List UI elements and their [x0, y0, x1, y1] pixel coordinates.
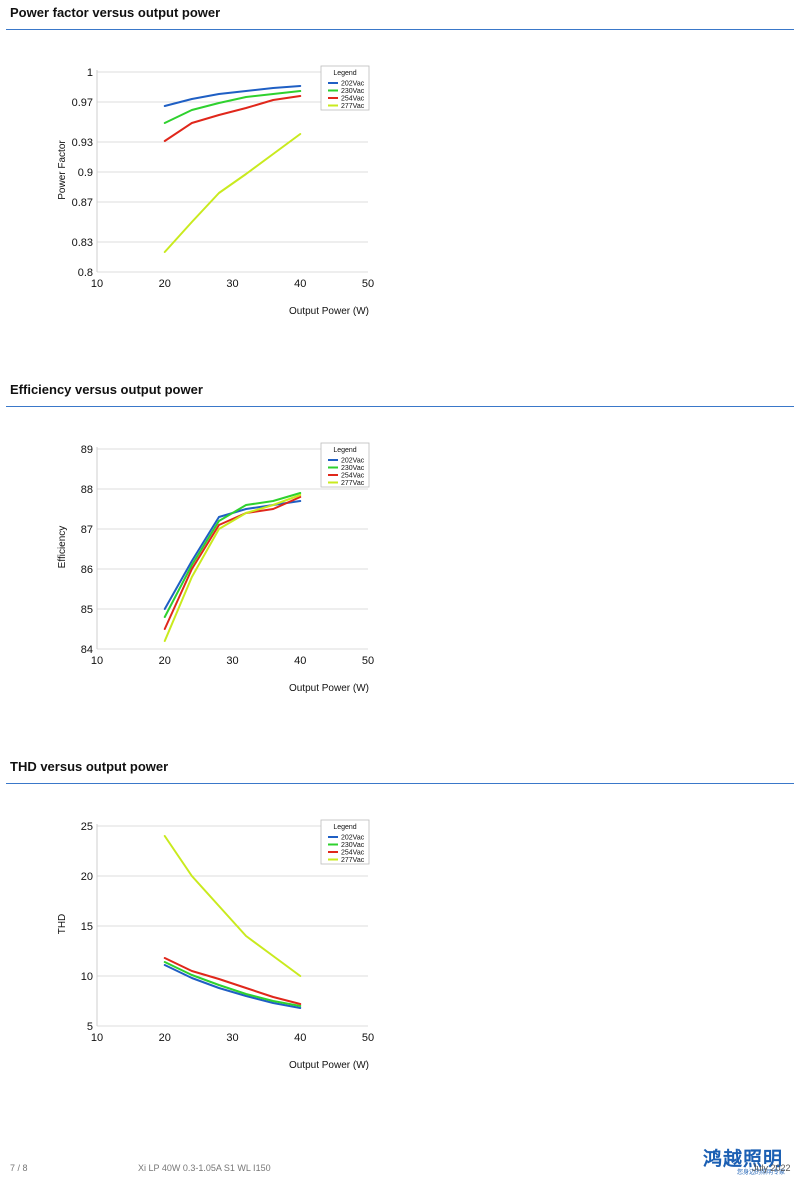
y-tick-label: 15 [81, 921, 93, 933]
series-line-202Vac [163, 85, 302, 107]
brand-logo: 鸿越照明 您身边的照明专家 [703, 1144, 797, 1176]
y-axis-title: THD [57, 914, 68, 935]
series-line-254Vac [163, 496, 302, 630]
x-tick-label: 10 [91, 655, 103, 667]
y-tick-label: 25 [81, 821, 93, 833]
y-tick-label: 1 [87, 67, 93, 79]
x-axis-title: Output Power (W) [289, 1060, 369, 1071]
x-axis-title: Output Power (W) [289, 683, 369, 694]
series-line-254Vac [163, 95, 302, 142]
y-tick-label: 20 [81, 871, 93, 883]
y-tick-label: 0.93 [72, 137, 93, 149]
footer-page-number: 7 / 8 [10, 1163, 28, 1173]
x-axis-title: Output Power (W) [289, 306, 369, 317]
y-axis-title: Efficiency [57, 526, 68, 569]
legend-title: Legend [333, 824, 356, 831]
legend-label-202Vac: 202Vac [341, 835, 365, 842]
x-tick-label: 20 [159, 278, 171, 290]
y-tick-label: 0.8 [78, 267, 93, 279]
legend-label-202Vac: 202Vac [341, 458, 365, 465]
x-tick-label: 40 [294, 1032, 306, 1044]
series-line-230Vac [163, 961, 302, 1007]
section-title-thd: THD versus output power [10, 759, 169, 774]
x-tick-label: 30 [226, 1032, 238, 1044]
x-tick-label: 30 [226, 278, 238, 290]
legend-box [320, 65, 370, 111]
section-title-efficiency: Efficiency versus output power [10, 382, 203, 397]
series-line-254Vac [163, 957, 302, 1005]
legend-box [320, 819, 370, 865]
legend-label-277Vac: 277Vac [341, 857, 365, 864]
y-tick-label: 86 [81, 564, 93, 576]
legend-label-277Vac: 277Vac [341, 480, 365, 487]
legend-label-277Vac: 277Vac [341, 103, 365, 110]
y-tick-label: 0.83 [72, 237, 93, 249]
y-tick-label: 5 [87, 1021, 93, 1033]
x-tick-label: 50 [362, 1032, 374, 1044]
section-divider [6, 783, 794, 784]
legend-label-230Vac: 230Vac [341, 88, 365, 95]
x-tick-label: 10 [91, 1032, 103, 1044]
y-tick-label: 88 [81, 484, 93, 496]
logo-main-text: 鸿越照明 [703, 1148, 784, 1170]
y-tick-label: 0.9 [78, 167, 93, 179]
efficiency-chart: 84 85 86 87 88 89 10 20 30 40 50 Efficiency Output P… [57, 442, 374, 694]
legend-label-254Vac: 254Vac [341, 473, 365, 480]
legend-label-202Vac: 202Vac [341, 81, 365, 88]
legend-box [320, 442, 370, 488]
y-tick-label: 0.97 [72, 97, 93, 109]
series-line-202Vac [163, 964, 302, 1009]
x-tick-label: 50 [362, 655, 374, 667]
x-tick-label: 30 [226, 655, 238, 667]
legend-title: Legend [333, 447, 356, 454]
y-tick-label: 10 [81, 971, 93, 983]
series-line-230Vac [163, 90, 302, 124]
legend-label-230Vac: 230Vac [341, 842, 365, 849]
x-tick-label: 20 [159, 1032, 171, 1044]
footer-document-name: Xi LP 40W 0.3-1.05A S1 WL I150 [138, 1163, 271, 1173]
section-divider [6, 406, 794, 407]
x-tick-label: 20 [159, 655, 171, 667]
legend-label-254Vac: 254Vac [341, 850, 365, 857]
y-tick-label: 87 [81, 524, 93, 536]
x-tick-label: 10 [91, 278, 103, 290]
footer-date: July 2022 [752, 1163, 791, 1173]
section-divider [6, 29, 794, 30]
x-tick-label: 50 [362, 278, 374, 290]
legend-label-254Vac: 254Vac [341, 96, 365, 103]
y-axis-title: Power Factor [57, 140, 68, 200]
power-factor-chart: 0.8 0.83 0.87 0.9 0.93 0.97 1 10 20 30 40 50 Power F… [57, 65, 374, 317]
legend-title: Legend [333, 70, 356, 77]
y-tick-label: 85 [81, 604, 93, 616]
x-tick-label: 40 [294, 655, 306, 667]
section-title-power-factor: Power factor versus output power [10, 5, 221, 20]
series-line-277Vac [163, 494, 302, 642]
series-line-277Vac [163, 835, 302, 977]
x-tick-label: 40 [294, 278, 306, 290]
series-line-230Vac [163, 492, 302, 618]
series-line-277Vac [163, 133, 302, 253]
y-tick-label: 0.87 [72, 197, 93, 209]
y-tick-label: 84 [81, 644, 93, 656]
y-tick-label: 89 [81, 444, 93, 456]
logo-sub-text: 您身边的照明专家 [737, 1169, 786, 1176]
legend-label-230Vac: 230Vac [341, 465, 365, 472]
